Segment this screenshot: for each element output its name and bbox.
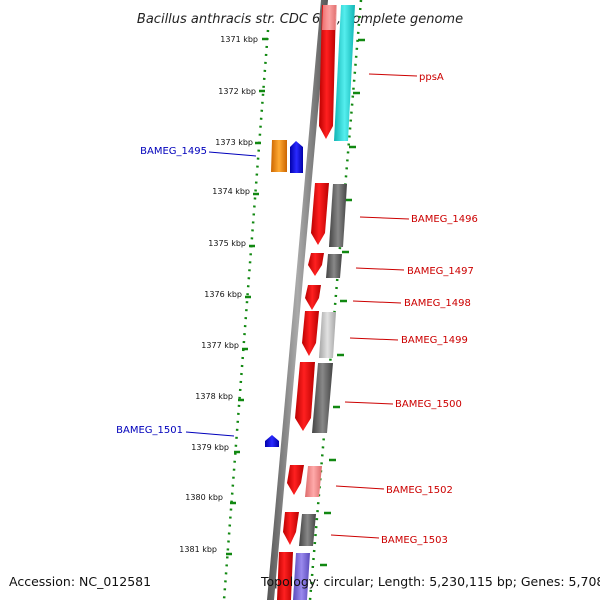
svg-text:ppsA: ppsA (419, 72, 444, 83)
svg-text:BAMEG_1498: BAMEG_1498 (404, 298, 471, 309)
cds-block-bottom (293, 553, 310, 600)
tick-label: 1371 kbp (220, 35, 258, 44)
gene-arrow-BAMEG_1498[interactable] (305, 285, 321, 310)
gene-label-BAMEG_1498[interactable]: BAMEG_1498 (352, 298, 471, 309)
gene-label-BAMEG_1500[interactable]: BAMEG_1500 (344, 399, 462, 410)
gene-arrow-BAMEG_1500[interactable] (295, 362, 315, 431)
tick-1372: 1372 kbp (218, 87, 360, 96)
svg-text:BAMEG_1503: BAMEG_1503 (381, 535, 448, 546)
genome-backbone (267, 0, 328, 600)
tick-label: 1379 kbp (191, 443, 229, 452)
tick-1377: 1377 kbp (201, 341, 344, 357)
gene-arrow-BAMEG_1503[interactable] (283, 512, 299, 545)
tick-1381: 1381 kbp (179, 545, 327, 567)
svg-text:BAMEG_1501: BAMEG_1501 (116, 425, 183, 436)
tick-label: 1378 kbp (195, 392, 233, 401)
svg-text:BAMEG_1500: BAMEG_1500 (395, 399, 462, 410)
cds-block-1499 (319, 312, 336, 358)
tick-label: 1377 kbp (201, 341, 239, 350)
tick-label: 1374 kbp (212, 187, 250, 196)
gene-label-BAMEG_1501[interactable]: BAMEG_1501 (116, 425, 235, 437)
gene-label-BAMEG_1496[interactable]: BAMEG_1496 (359, 214, 478, 225)
gene-arrow-ppsA[interactable] (319, 5, 336, 139)
scale-ticks: 1371 kbp 1372 kbp 1373 kbp 1374 kbp 1375… (179, 35, 365, 567)
tick-label: 1373 kbp (215, 138, 253, 147)
tick-1378: 1378 kbp (195, 392, 340, 409)
tick-1375: 1375 kbp (208, 239, 349, 254)
reverse-genes (265, 140, 303, 447)
gene-label-BAMEG_1499[interactable]: BAMEG_1499 (349, 335, 468, 346)
gene-label-BAMEG_1497[interactable]: BAMEG_1497 (355, 266, 474, 277)
tick-1374: 1374 kbp (212, 187, 352, 202)
gene-arrow-BAMEG_1499[interactable] (302, 311, 319, 356)
gene-label-ppsA[interactable]: ppsA (368, 72, 444, 83)
gene-arrow-BAMEG_1502[interactable] (287, 465, 304, 495)
gene-label-BAMEG_1502[interactable]: BAMEG_1502 (335, 485, 453, 496)
inner-tick-track (222, 29, 270, 600)
tick-1371: 1371 kbp (220, 35, 365, 44)
svg-text:BAMEG_1497: BAMEG_1497 (407, 266, 474, 277)
forward-genes (277, 5, 336, 600)
topology-text: Topology: circular; Length: 5,230,115 bp… (261, 574, 600, 589)
cds-block-1502 (305, 466, 322, 497)
tick-label: 1372 kbp (218, 87, 256, 96)
gene-label-BAMEG_1495[interactable]: BAMEG_1495 (140, 146, 257, 157)
svg-text:BAMEG_1502: BAMEG_1502 (386, 485, 453, 496)
left-labels: BAMEG_1495 BAMEG_1501 (116, 146, 257, 437)
tick-label: 1381 kbp (179, 545, 217, 554)
tick-label: 1376 kbp (204, 290, 242, 299)
tick-label: 1375 kbp (208, 239, 246, 248)
gene-arrow-BAMEG_1496[interactable] (311, 183, 329, 245)
cds-block-1495 (271, 140, 287, 172)
cds-block-1497 (326, 254, 342, 278)
svg-text:BAMEG_1495: BAMEG_1495 (140, 146, 207, 157)
right-labels: ppsA BAMEG_1496 BAMEG_1497 BAMEG_1498 BA… (330, 72, 478, 546)
gene-label-BAMEG_1503[interactable]: BAMEG_1503 (330, 534, 448, 546)
cds-block-1496 (329, 184, 347, 247)
cds-block-1500 (312, 363, 333, 433)
svg-text:BAMEG_1496: BAMEG_1496 (411, 214, 478, 225)
tick-1380: 1380 kbp (185, 493, 331, 515)
cds-features (293, 5, 355, 600)
svg-text:BAMEG_1499: BAMEG_1499 (401, 335, 468, 346)
tick-1379: 1379 kbp (191, 443, 336, 462)
cds-block-ppsA (334, 5, 355, 141)
tick-1373: 1373 kbp (215, 138, 356, 149)
accession-text: Accession: NC_012581 (9, 574, 152, 589)
gene-arrow-BAMEG_1501[interactable] (265, 435, 279, 447)
tick-label: 1380 kbp (185, 493, 223, 502)
tick-1376: 1376 kbp (204, 290, 347, 303)
cds-block-1503 (299, 514, 316, 546)
cds-block-ppsA-pink (322, 5, 337, 30)
gene-arrow-BAMEG_1497[interactable] (308, 253, 324, 276)
gene-arrow-bottom[interactable] (277, 552, 293, 600)
gene-arrow-BAMEG_1495[interactable] (290, 141, 303, 173)
map-title: Bacillus anthracis str. CDC 684, complet… (137, 12, 463, 27)
